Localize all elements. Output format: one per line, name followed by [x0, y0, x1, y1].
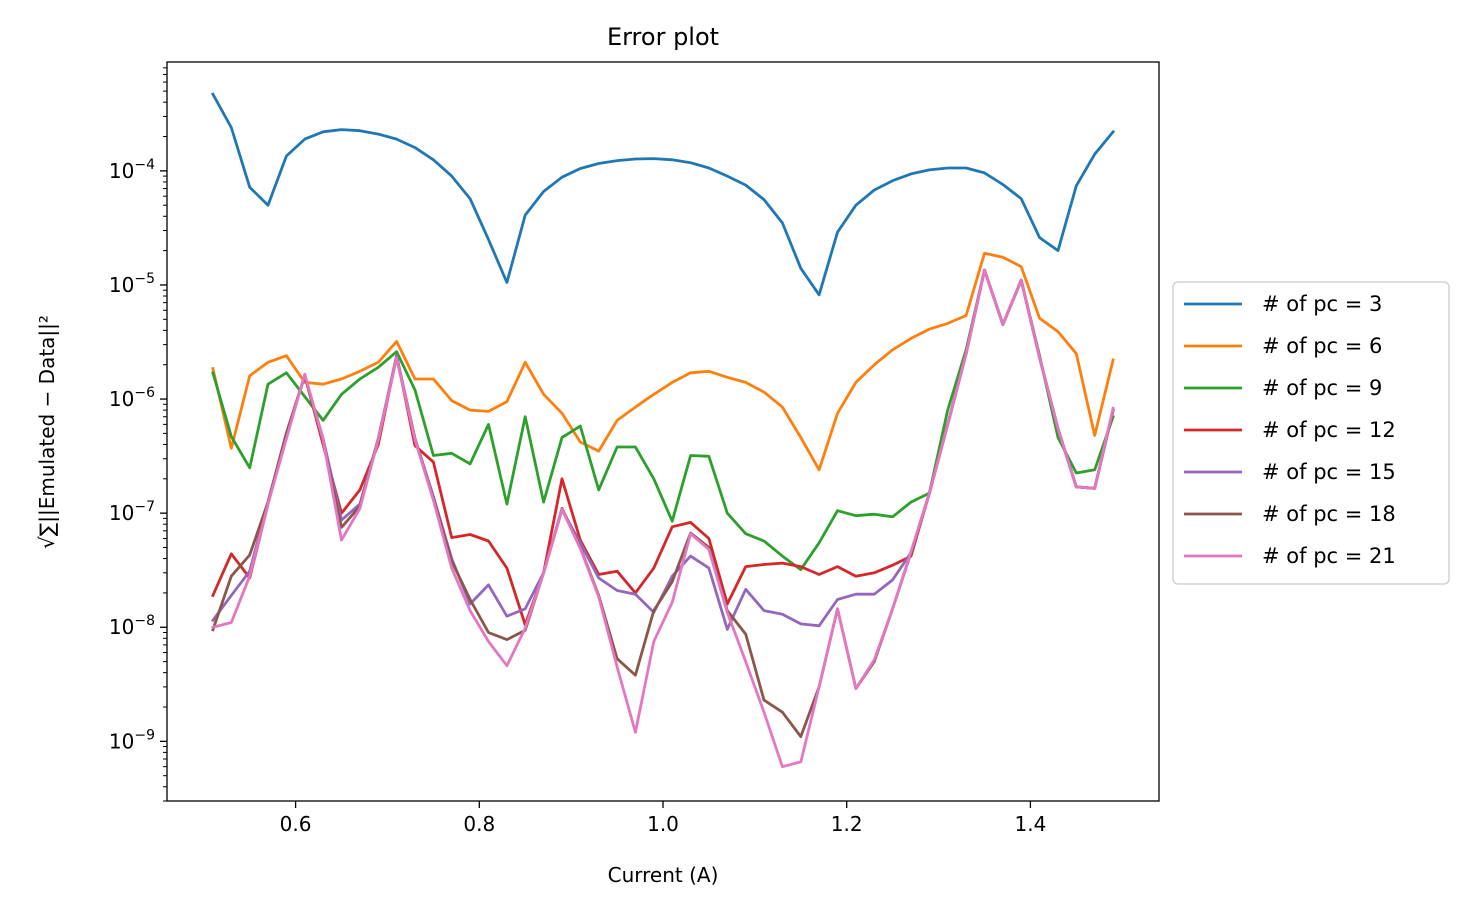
- y-tick-label: 10−5: [109, 271, 155, 297]
- legend-frame: [1172, 281, 1450, 585]
- legend-label-1: # of pc = 6: [1262, 334, 1382, 358]
- y-tick-label: 10−7: [109, 499, 155, 525]
- y-tick-label-exponent: −5: [134, 271, 155, 287]
- legend-label-2: # of pc = 9: [1262, 376, 1382, 400]
- x-tick-label: 0.8: [463, 812, 495, 836]
- x-tick-label: 1.2: [831, 812, 863, 836]
- x-tick-label: 0.6: [280, 812, 312, 836]
- legend-label-5: # of pc = 18: [1262, 502, 1396, 526]
- legend-label-3: # of pc = 12: [1262, 418, 1396, 442]
- axis-layer: 0.6 0.8 1.0 1.2 1.410−910−810−710−610−510−4: [109, 67, 1047, 836]
- y-tick-label-exponent: −9: [134, 727, 155, 743]
- y-tick-label: 10−9: [109, 727, 155, 753]
- chart-title: Error plot: [607, 23, 719, 51]
- y-tick-label: 10−4: [109, 157, 155, 183]
- x-axis-title: Current (A): [608, 863, 719, 887]
- y-tick-label-exponent: −6: [134, 385, 155, 401]
- y-tick-label-base: 10: [109, 501, 134, 525]
- legend-label-6: # of pc = 21: [1262, 544, 1396, 568]
- series-line-6: [211, 268, 1115, 769]
- y-tick-label-exponent: −4: [134, 157, 155, 173]
- x-tick-label: 1.4: [1015, 812, 1047, 836]
- series-line-2: [211, 268, 1115, 571]
- series-line-1: [211, 251, 1115, 472]
- x-tick-label: 1.0: [647, 812, 679, 836]
- y-tick-label-base: 10: [109, 273, 134, 297]
- legend-label-0: # of pc = 3: [1262, 292, 1382, 316]
- series-line-0: [210, 92, 1116, 297]
- y-tick-label-base: 10: [109, 729, 134, 753]
- y-tick-label: 10−6: [109, 385, 155, 411]
- y-tick-label-base: 10: [109, 159, 134, 183]
- y-axis-title: √∑||Emulated − Data||²: [35, 315, 59, 549]
- y-tick-label-base: 10: [109, 387, 134, 411]
- series-line-4: [210, 268, 1115, 631]
- y-tick-label-exponent: −8: [134, 613, 155, 629]
- y-tick-label: 10−8: [109, 613, 155, 639]
- legend-label-4: # of pc = 15: [1262, 460, 1396, 484]
- plot-frame: [166, 61, 1160, 802]
- series-line-3: [211, 268, 1115, 627]
- y-tick-label-exponent: −7: [134, 499, 155, 515]
- series-layer: [210, 92, 1116, 769]
- y-tick-label-base: 10: [109, 615, 134, 639]
- legend: # of pc = 3 # of pc = 6 # of pc = 9 # of pc…: [1172, 281, 1450, 585]
